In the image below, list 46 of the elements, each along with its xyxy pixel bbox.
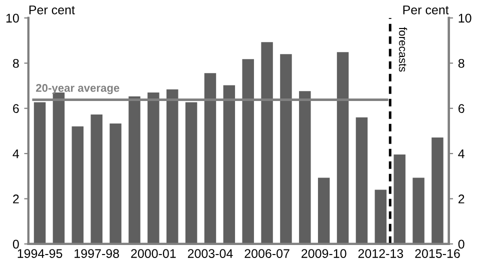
y-tick-label: 10 [6, 14, 19, 23]
y-tick-label: 2 [13, 194, 19, 204]
y2-tick-label: 6 [458, 104, 464, 113]
bar [34, 102, 46, 244]
y-tick-label: 8 [12, 58, 19, 68]
bar [128, 96, 140, 244]
y2-tick-label: 4 [458, 149, 464, 158]
bar [299, 91, 311, 244]
bar [185, 102, 198, 244]
y-tick-label: 4 [12, 149, 20, 158]
bar [318, 178, 330, 244]
bar [90, 114, 102, 244]
bar [374, 190, 387, 244]
bar [432, 138, 444, 244]
y-axis-title: Per cent [29, 6, 75, 14]
bar [412, 178, 424, 244]
bar [52, 92, 65, 244]
y-tick-label: 6 [13, 104, 19, 113]
x-tick-label: 2003-04 [188, 249, 233, 258]
y-tick-label: 0 [12, 240, 19, 249]
bar [148, 92, 160, 244]
bar [356, 117, 368, 244]
bar [394, 154, 406, 244]
bar [242, 59, 254, 244]
x-tick-label: 1994-95 [18, 249, 62, 258]
bar [204, 73, 216, 244]
bar [110, 123, 122, 244]
y2-axis-title: Per cent [403, 6, 449, 14]
y2-tick-label: 10 [458, 14, 472, 23]
bar [280, 54, 292, 244]
bar [261, 42, 273, 244]
bar [223, 85, 236, 244]
y2-tick-label: 0 [458, 240, 464, 249]
x-tick-label: 2006-07 [244, 249, 290, 258]
x-tick-label: 2000-01 [131, 249, 176, 258]
ref-line-label: 20-year average [36, 84, 120, 94]
x-tick-label: 2012-13 [358, 249, 404, 258]
x-tick-label: 1997-98 [74, 249, 119, 258]
x-tick-label: 2009-10 [302, 249, 346, 258]
y2-tick-label: 2 [458, 194, 464, 204]
annotation: forecasts [398, 27, 408, 72]
bar [336, 52, 349, 244]
bar [72, 126, 84, 244]
y2-tick-label: 8 [458, 58, 464, 68]
x-tick-label: 2015-16 [415, 249, 460, 258]
bar [166, 89, 178, 244]
